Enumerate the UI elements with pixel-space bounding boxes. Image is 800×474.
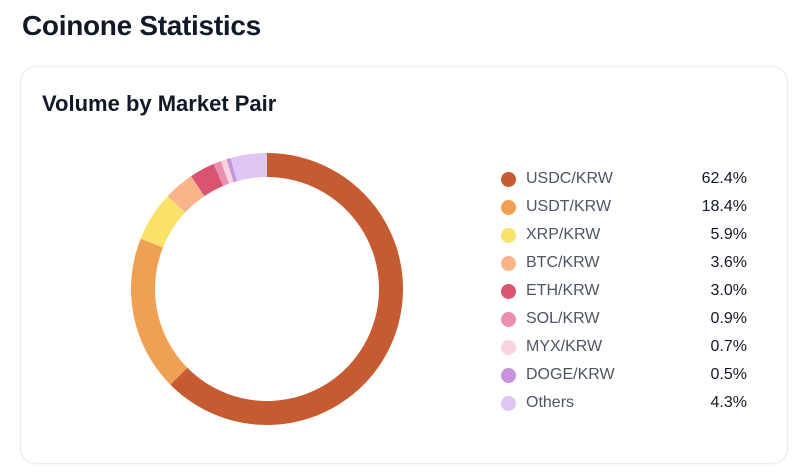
legend-label: USDC/KRW bbox=[526, 170, 613, 187]
donut-segment[interactable] bbox=[226, 157, 238, 183]
donut-segment[interactable] bbox=[131, 238, 188, 385]
legend-label: BTC/KRW bbox=[526, 254, 600, 271]
donut-segment[interactable] bbox=[167, 176, 205, 213]
donut-chart bbox=[131, 153, 403, 425]
legend-item[interactable]: MYX/KRW 0.7% bbox=[501, 333, 747, 361]
chart-legend: USDC/KRW 62.4% USDT/KRW 18.4% XRP/KRW 5.9% BTC… bbox=[501, 165, 747, 417]
legend-dot-icon bbox=[501, 227, 516, 243]
legend-value: 62.4% bbox=[701, 170, 747, 187]
legend-value: 3.0% bbox=[710, 282, 747, 299]
legend-dot-icon bbox=[501, 199, 516, 215]
legend-value: 0.9% bbox=[710, 310, 747, 327]
legend-value: 3.6% bbox=[710, 254, 747, 271]
donut-segment[interactable] bbox=[220, 159, 234, 184]
legend-item[interactable]: Others 4.3% bbox=[501, 389, 747, 417]
legend-label: XRP/KRW bbox=[526, 226, 601, 243]
legend-dot-icon bbox=[501, 395, 516, 411]
legend-item[interactable]: USDT/KRW 18.4% bbox=[501, 193, 747, 221]
legend-item[interactable]: DOGE/KRW 0.5% bbox=[501, 361, 747, 389]
legend-item[interactable]: ETH/KRW 3.0% bbox=[501, 277, 747, 305]
card-title: Volume by Market Pair bbox=[42, 91, 277, 116]
legend-label: Others bbox=[526, 394, 575, 411]
legend-label: USDT/KRW bbox=[526, 198, 612, 215]
legend-dot-icon bbox=[501, 367, 516, 383]
legend-dot-icon bbox=[501, 171, 516, 187]
legend-dot-icon bbox=[501, 311, 516, 327]
legend-dot-icon bbox=[501, 283, 516, 299]
legend-label: MYX/KRW bbox=[526, 338, 603, 355]
legend-item[interactable]: USDC/KRW 62.4% bbox=[501, 165, 747, 193]
donut-segment[interactable] bbox=[213, 161, 229, 186]
legend-dot-icon bbox=[501, 255, 516, 271]
legend-value: 0.7% bbox=[710, 338, 747, 355]
legend-item[interactable]: SOL/KRW 0.9% bbox=[501, 305, 747, 333]
donut-segment[interactable] bbox=[230, 153, 267, 182]
donut-segment[interactable] bbox=[191, 163, 224, 197]
legend-dot-icon bbox=[501, 339, 516, 355]
donut-segment[interactable] bbox=[140, 196, 186, 248]
legend-value: 5.9% bbox=[710, 226, 747, 243]
page-title: Coinone Statistics bbox=[22, 10, 261, 41]
legend-item[interactable]: XRP/KRW 5.9% bbox=[501, 221, 747, 249]
volume-card: Volume by Market Pair USDC/KRW 62.4% USDT/… bbox=[20, 66, 788, 464]
legend-label: ETH/KRW bbox=[526, 282, 600, 299]
legend-label: DOGE/KRW bbox=[526, 366, 615, 383]
legend-label: SOL/KRW bbox=[526, 310, 600, 327]
donut-segment[interactable] bbox=[170, 153, 403, 425]
legend-value: 4.3% bbox=[710, 394, 747, 411]
legend-value: 0.5% bbox=[710, 366, 747, 383]
legend-value: 18.4% bbox=[701, 198, 747, 215]
legend-item[interactable]: BTC/KRW 3.6% bbox=[501, 249, 747, 277]
